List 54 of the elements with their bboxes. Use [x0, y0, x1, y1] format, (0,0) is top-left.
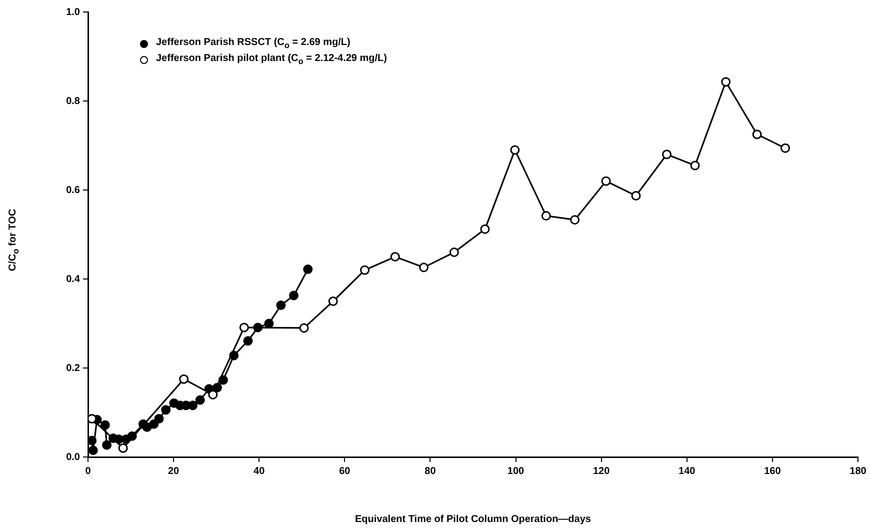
point — [118, 443, 128, 453]
point — [449, 248, 459, 258]
x-axis-title: Equivalent Time of Pilot Column Operation—days — [355, 514, 592, 525]
point — [631, 191, 641, 201]
point — [780, 143, 790, 153]
point — [154, 414, 164, 424]
point — [102, 440, 112, 450]
y-tick-label: 0.0 — [66, 452, 80, 463]
point — [88, 446, 98, 456]
x-tick-label: 20 — [168, 466, 180, 477]
legend-label: Jefferson Parish pilot plant (C$_{o}$ = 2.12-4.29 mg/L) — [156, 52, 387, 68]
point — [88, 414, 97, 424]
point — [541, 211, 551, 221]
point — [721, 77, 731, 87]
x-tick-label: 0 — [85, 466, 92, 477]
point — [510, 145, 520, 155]
point — [188, 400, 198, 410]
point — [299, 323, 309, 333]
x-tick-label: 120 — [592, 466, 610, 477]
point — [601, 176, 611, 186]
point — [100, 420, 110, 430]
point — [303, 264, 313, 274]
point — [419, 262, 429, 272]
y-tick-label: 0.4 — [66, 274, 80, 285]
point — [480, 224, 490, 234]
point — [289, 290, 299, 300]
x-tick-label: 160 — [764, 466, 782, 477]
point — [690, 160, 700, 170]
point — [570, 215, 580, 225]
point — [390, 252, 400, 262]
point — [264, 318, 274, 328]
point — [179, 374, 189, 384]
x-tick-label: 180 — [850, 466, 867, 477]
point — [161, 405, 171, 415]
x-tick-label: 140 — [678, 466, 696, 477]
point — [239, 322, 249, 332]
x-tick-label: 100 — [507, 466, 525, 477]
point — [276, 300, 286, 310]
legend-label: Jefferson Parish RSSCT (C$_{o}$ = 2.69 mg/L) — [156, 36, 350, 52]
point — [360, 265, 370, 275]
x-tick-label: 80 — [424, 466, 436, 477]
point — [208, 390, 218, 400]
x-tick-label: 60 — [339, 466, 351, 477]
y-tick-label: 1.0 — [66, 6, 80, 18]
y-tick-label: 0.6 — [66, 184, 80, 196]
point — [243, 336, 253, 346]
x-tick-label: 40 — [254, 466, 266, 477]
point — [328, 296, 338, 306]
point — [195, 395, 205, 405]
point — [88, 436, 97, 446]
point — [662, 150, 672, 160]
y-tick-label: 0.2 — [66, 362, 80, 374]
y-tick-label: 0.8 — [66, 96, 80, 107]
point — [752, 130, 762, 140]
